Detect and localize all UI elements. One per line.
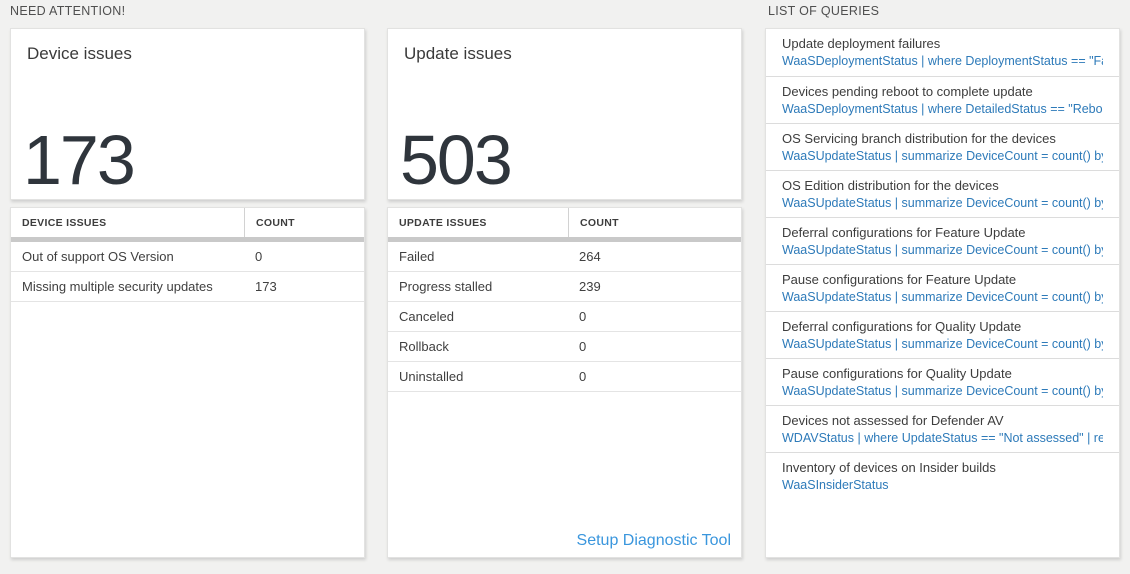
issue-name: Failed [399, 249, 435, 264]
query-title: Deferral configurations for Feature Upda… [782, 225, 1026, 240]
update-issues-column-header: UPDATE ISSUES [399, 216, 487, 229]
device-issues-tile[interactable]: Device issues 173 [10, 28, 365, 200]
query-list-item[interactable]: Pause configurations for Feature Update … [766, 264, 1119, 311]
table-row[interactable]: Progress stalled 239 [388, 272, 741, 302]
device-issues-table: DEVICE ISSUES COUNT Out of support OS Ve… [10, 207, 365, 558]
query-code-link[interactable]: WaaSUpdateStatus | summarize DeviceCount… [782, 384, 1103, 398]
table-row[interactable]: Failed 264 [388, 242, 741, 272]
query-list-item[interactable]: Pause configurations for Quality Update … [766, 358, 1119, 405]
query-list-item[interactable]: OS Edition distribution for the devices … [766, 170, 1119, 217]
query-code-link[interactable]: WaaSUpdateStatus | summarize DeviceCount… [782, 337, 1103, 351]
issue-count: 173 [255, 279, 277, 294]
issue-name: Out of support OS Version [22, 249, 174, 264]
issue-name: Canceled [399, 309, 454, 324]
query-title: OS Edition distribution for the devices [782, 178, 999, 193]
query-code-link[interactable]: WaaSDeploymentStatus | where DetailedSta… [782, 102, 1103, 116]
setup-diagnostic-tool-link[interactable]: Setup Diagnostic Tool [576, 532, 731, 549]
issue-name: Progress stalled [399, 279, 493, 294]
query-list-item[interactable]: Devices not assessed for Defender AV WDA… [766, 405, 1119, 452]
query-code-link[interactable]: WaaSInsiderStatus [782, 478, 889, 492]
query-list-item[interactable]: Deferral configurations for Quality Upda… [766, 311, 1119, 358]
query-title: Devices not assessed for Defender AV [782, 413, 1004, 428]
update-issues-table-body: Failed 264 Progress stalled 239 Canceled… [388, 242, 741, 392]
query-list-item[interactable]: Update deployment failures WaaSDeploymen… [766, 29, 1119, 76]
issue-count: 0 [579, 369, 587, 384]
update-issues-tile-title: Update issues [404, 44, 512, 63]
query-code-link[interactable]: WaaSUpdateStatus | summarize DeviceCount… [782, 149, 1103, 163]
section-title-list-of-queries: LIST OF QUERIES [768, 4, 880, 18]
issue-count: 0 [579, 339, 587, 354]
table-row[interactable]: Out of support OS Version 0 [11, 242, 364, 272]
issue-name: Missing multiple security updates [22, 279, 213, 294]
table-header-divider [388, 237, 741, 242]
issue-count: 0 [255, 249, 263, 264]
query-title: Devices pending reboot to complete updat… [782, 84, 1033, 99]
update-issues-table-header: UPDATE ISSUES COUNT [388, 208, 741, 237]
table-row[interactable]: Canceled 0 [388, 302, 741, 332]
query-code-link[interactable]: WaaSUpdateStatus | summarize DeviceCount… [782, 196, 1103, 210]
update-count-column-header: COUNT [568, 208, 741, 237]
update-issues-table: UPDATE ISSUES COUNT Failed 264 Progress … [387, 207, 742, 558]
table-row[interactable]: Missing multiple security updates 173 [11, 272, 364, 302]
issue-name: Rollback [399, 339, 449, 354]
query-title: Pause configurations for Quality Update [782, 366, 1012, 381]
update-issues-tile[interactable]: Update issues 503 [387, 28, 742, 200]
issue-count: 0 [579, 309, 587, 324]
query-list-item[interactable]: Inventory of devices on Insider builds W… [766, 452, 1119, 499]
list-of-queries-panel: Update deployment failures WaaSDeploymen… [765, 28, 1120, 558]
issue-count: 264 [579, 249, 601, 264]
table-header-divider [11, 237, 364, 242]
device-issues-count: 173 [23, 121, 136, 199]
issue-name: Uninstalled [399, 369, 464, 384]
table-row[interactable]: Rollback 0 [388, 332, 741, 362]
query-title: Deferral configurations for Quality Upda… [782, 319, 1022, 334]
update-issues-count: 503 [400, 121, 513, 199]
query-list-item[interactable]: OS Servicing branch distribution for the… [766, 123, 1119, 170]
query-list-item[interactable]: Deferral configurations for Feature Upda… [766, 217, 1119, 264]
section-title-need-attention: NEED ATTENTION! [10, 4, 126, 18]
table-row[interactable]: Uninstalled 0 [388, 362, 741, 392]
query-code-link[interactable]: WDAVStatus | where UpdateStatus == "Not … [782, 431, 1103, 445]
query-code-link[interactable]: WaaSUpdateStatus | summarize DeviceCount… [782, 243, 1103, 257]
query-title: Inventory of devices on Insider builds [782, 460, 996, 475]
issue-count: 239 [579, 279, 601, 294]
query-title: OS Servicing branch distribution for the… [782, 131, 1056, 146]
device-count-column-header: COUNT [244, 208, 364, 237]
query-list-item[interactable]: Devices pending reboot to complete updat… [766, 76, 1119, 123]
query-code-link[interactable]: WaaSDeploymentStatus | where DeploymentS… [782, 54, 1103, 68]
device-issues-column-header: DEVICE ISSUES [22, 216, 107, 229]
device-issues-table-body: Out of support OS Version 0 Missing mult… [11, 242, 364, 302]
query-title: Update deployment failures [782, 36, 941, 51]
query-title: Pause configurations for Feature Update [782, 272, 1017, 287]
device-issues-tile-title: Device issues [27, 44, 132, 63]
query-code-link[interactable]: WaaSUpdateStatus | summarize DeviceCount… [782, 290, 1103, 304]
device-issues-table-header: DEVICE ISSUES COUNT [11, 208, 364, 237]
